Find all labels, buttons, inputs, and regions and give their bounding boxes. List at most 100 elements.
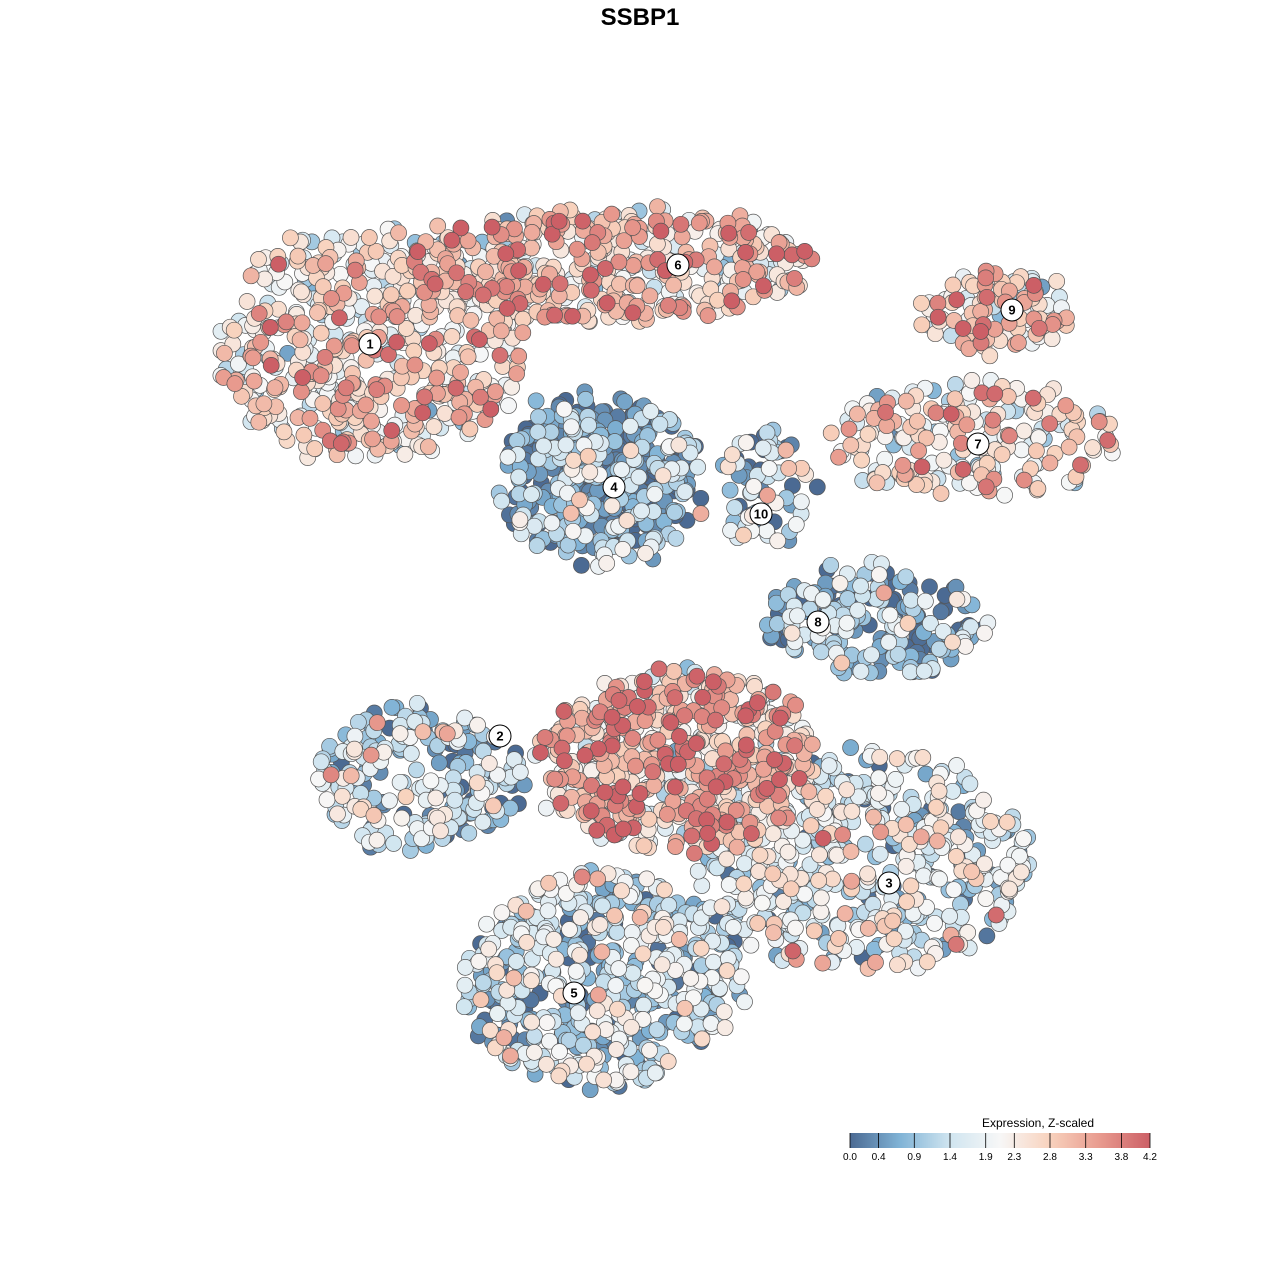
cell-point [588, 821, 606, 839]
cell-point [981, 347, 999, 365]
cell-point [480, 940, 498, 958]
cell-point [800, 783, 818, 801]
cell-point [737, 707, 755, 725]
cell-point [367, 242, 385, 260]
points-layer [212, 198, 1121, 1099]
cell-point [935, 451, 953, 469]
cell-point [537, 799, 555, 817]
cell-point [902, 877, 920, 895]
cell-point [789, 607, 806, 625]
cell-point [881, 606, 899, 624]
cell-point [913, 294, 930, 312]
cell-point [622, 937, 640, 954]
cell-point [669, 755, 687, 773]
cell-point [631, 785, 649, 802]
cell-point [888, 750, 906, 767]
cell-point [406, 356, 424, 374]
cell-point [461, 420, 479, 438]
cell-point [690, 214, 708, 232]
cell-point [670, 931, 688, 948]
cell-point [998, 813, 1016, 831]
cell-point [959, 924, 977, 941]
cell-point [527, 392, 545, 410]
cell-point [624, 730, 642, 747]
cell-point [931, 870, 948, 888]
cell-point [294, 369, 311, 386]
cell-point [607, 977, 625, 994]
cell-point [950, 828, 967, 846]
cell-point [976, 855, 993, 873]
cell-point [368, 714, 386, 732]
cell-point [765, 924, 782, 942]
cell-point [736, 993, 753, 1011]
cell-point [550, 212, 568, 230]
cell-point [428, 369, 446, 387]
cell-point [510, 262, 528, 280]
cell-point [649, 731, 667, 749]
cell-point [565, 451, 582, 469]
cell-point [868, 474, 886, 492]
cell-point [312, 753, 330, 771]
cell-point [420, 335, 438, 352]
cell-point [482, 400, 500, 418]
cell-point [948, 591, 966, 608]
cell-point [811, 846, 828, 864]
cell-point [396, 446, 414, 463]
cell-point [665, 276, 682, 294]
cell-point [635, 996, 652, 1014]
cell-point [707, 778, 725, 796]
cell-point [370, 308, 388, 326]
cell-point [598, 294, 616, 312]
cell-point [555, 703, 573, 720]
cell-point [384, 268, 402, 285]
cell-point [699, 307, 717, 324]
cell-point [783, 624, 801, 642]
legend-tick-label: 0.0 [843, 1152, 857, 1163]
cell-point [1010, 334, 1027, 351]
cell-point [270, 255, 287, 273]
cell-point [975, 791, 992, 809]
cell-point [897, 568, 915, 586]
cell-point [1025, 277, 1043, 294]
cell-point [764, 865, 782, 883]
cell-point [750, 863, 768, 880]
cluster-label-9: 9 [1000, 298, 1024, 322]
cell-point [764, 825, 782, 843]
cell-point [857, 835, 874, 853]
cell-point [543, 514, 561, 532]
cell-point [909, 412, 926, 430]
cluster-label-5: 5 [562, 981, 586, 1005]
cell-point [447, 379, 465, 397]
cell-point [908, 476, 925, 493]
cell-point [457, 283, 475, 301]
cell-point [666, 503, 683, 521]
cell-point [672, 215, 690, 233]
cell-point [574, 212, 592, 230]
cell-point [764, 683, 782, 701]
cell-point [947, 848, 965, 865]
cell-point [948, 757, 965, 774]
cell-point [749, 915, 767, 932]
cell-point [902, 591, 920, 609]
cell-point [610, 692, 628, 709]
cell-point [363, 412, 380, 430]
cell-point [805, 922, 823, 940]
cell-point [391, 725, 409, 742]
cell-point [784, 942, 802, 960]
cell-point [572, 909, 589, 926]
cell-point [735, 875, 753, 893]
cell-point [871, 748, 889, 766]
cell-point [812, 643, 830, 661]
cell-point [993, 446, 1011, 463]
cell-point [413, 830, 430, 848]
cell-point [828, 846, 846, 864]
cell-point [736, 855, 753, 873]
cell-point [758, 424, 776, 442]
cell-point [391, 773, 409, 791]
cell-point [508, 365, 525, 383]
cell-point [474, 974, 492, 992]
cell-point [659, 1053, 677, 1070]
cell-point [505, 969, 523, 987]
cell-point [628, 277, 646, 295]
cell-point [636, 673, 653, 690]
